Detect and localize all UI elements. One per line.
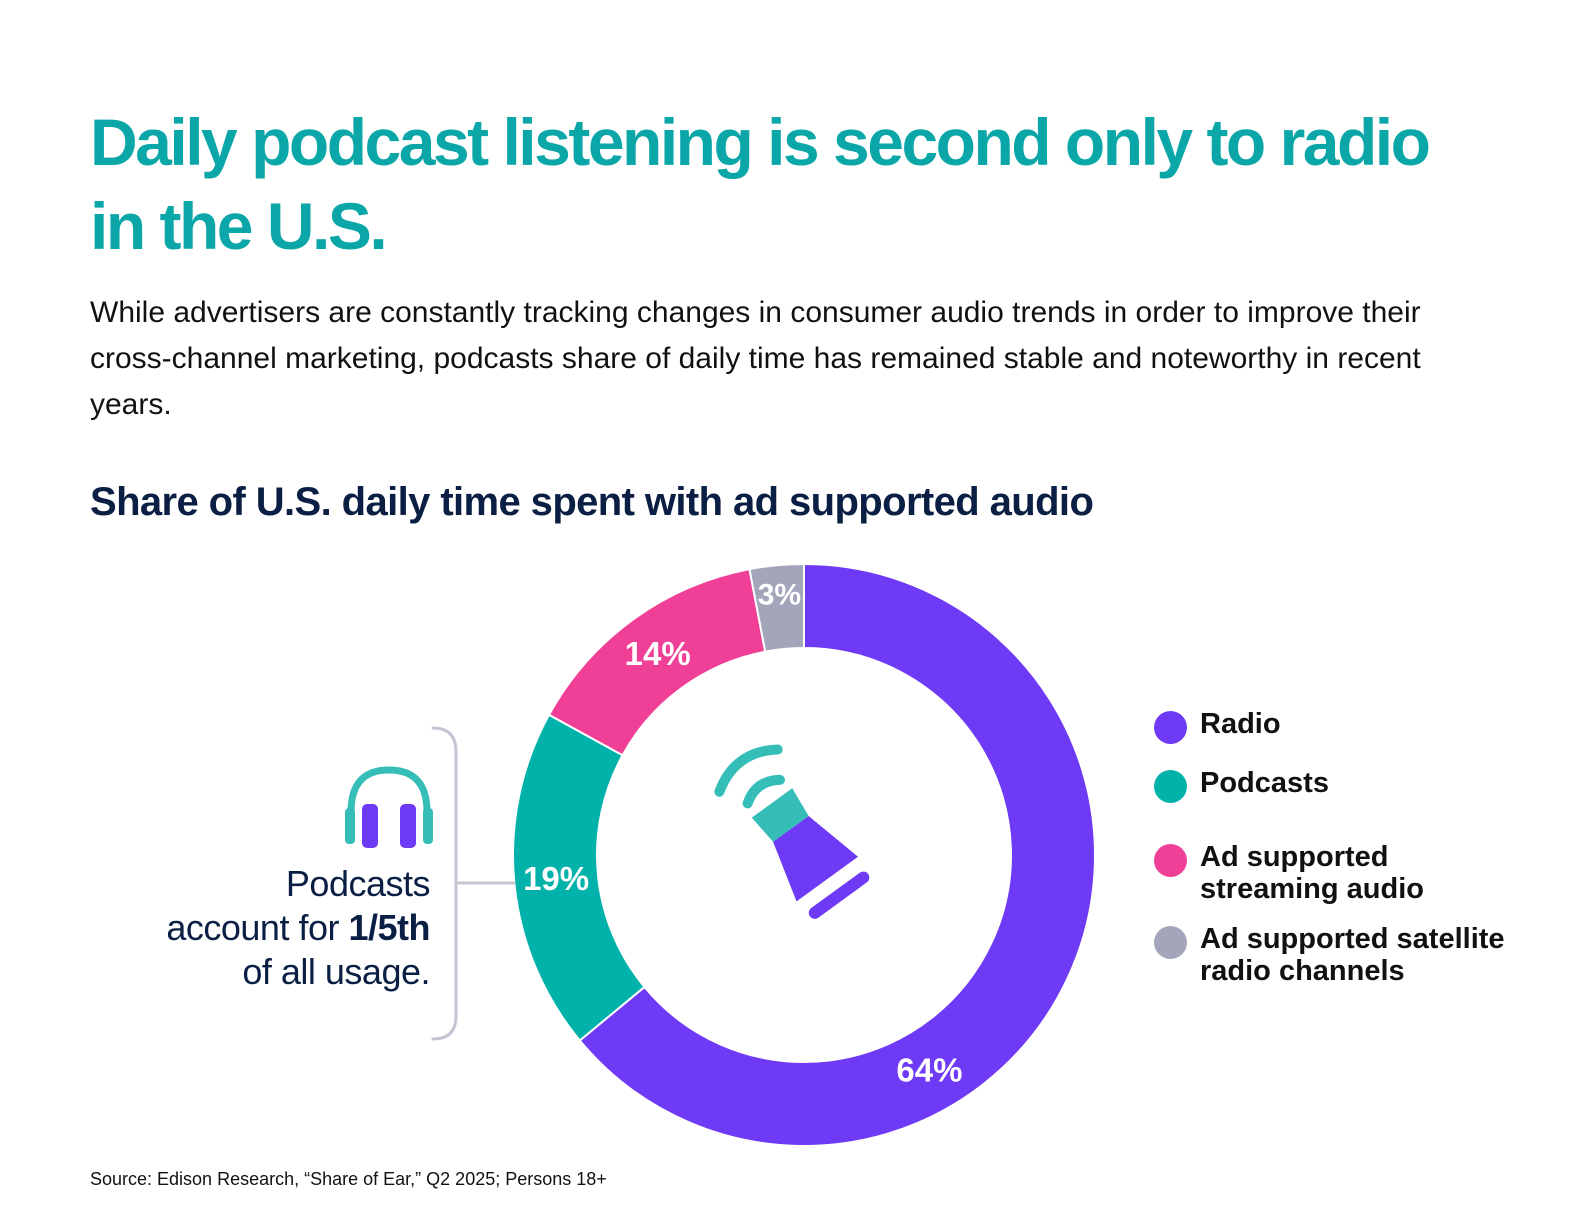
legend-label-line-1: Ad supported satellite <box>1200 923 1505 955</box>
slice-label-1: 19% <box>523 860 589 897</box>
callout-line-3: of all usage. <box>242 951 430 992</box>
legend-label-line-2: streaming audio <box>1200 873 1424 905</box>
slice-label-2: 14% <box>625 635 691 672</box>
slice-label-0: 64% <box>896 1052 962 1089</box>
legend-label-line-1: Ad supported <box>1200 841 1389 873</box>
legend-label-1: Podcasts <box>1200 767 1560 799</box>
intro-paragraph: While advertisers are constantly trackin… <box>90 296 1421 421</box>
chart-title: Share of U.S. daily time spent with ad s… <box>90 480 1094 524</box>
slice-label-3: 3% <box>758 579 801 612</box>
donut-slice-labels: 64% 19% 14% 3% <box>523 579 962 1089</box>
callout-line-2-text: account for <box>166 907 349 948</box>
legend-swatch-0 <box>1154 711 1187 744</box>
headphones-icon <box>345 766 433 848</box>
callout-bracket <box>431 726 516 1041</box>
callout-line-1: Podcasts <box>285 863 431 904</box>
slice-3 <box>748 562 805 653</box>
legend-label-3: Ad supported satellite radio channels <box>1200 923 1560 987</box>
podcasts-callout: Podcasts account for 1/5th of all usage. <box>90 862 430 994</box>
legend-swatch-3 <box>1154 926 1187 959</box>
source-note: Source: Edison Research, “Share of Ear,”… <box>90 1169 607 1189</box>
legend-label-2: Ad supported streaming audio <box>1200 841 1560 905</box>
callout-line-2: account for 1/5th <box>90 906 430 950</box>
legend-swatch-2 <box>1154 844 1187 877</box>
legend-swatch-1 <box>1154 770 1187 803</box>
legend-label-line-2: radio channels <box>1200 955 1405 987</box>
megaphone-icon <box>714 744 870 919</box>
headline: Daily podcast listening is second only t… <box>90 105 1431 263</box>
legend-label-line-1: Podcasts <box>1200 767 1329 799</box>
slice-0 <box>578 562 1096 1147</box>
callout-highlight: 1/5th <box>348 907 430 948</box>
donut-slices <box>512 562 1096 1147</box>
legend-label-line-1: Radio <box>1200 708 1281 740</box>
legend-label-0: Radio <box>1200 708 1560 740</box>
